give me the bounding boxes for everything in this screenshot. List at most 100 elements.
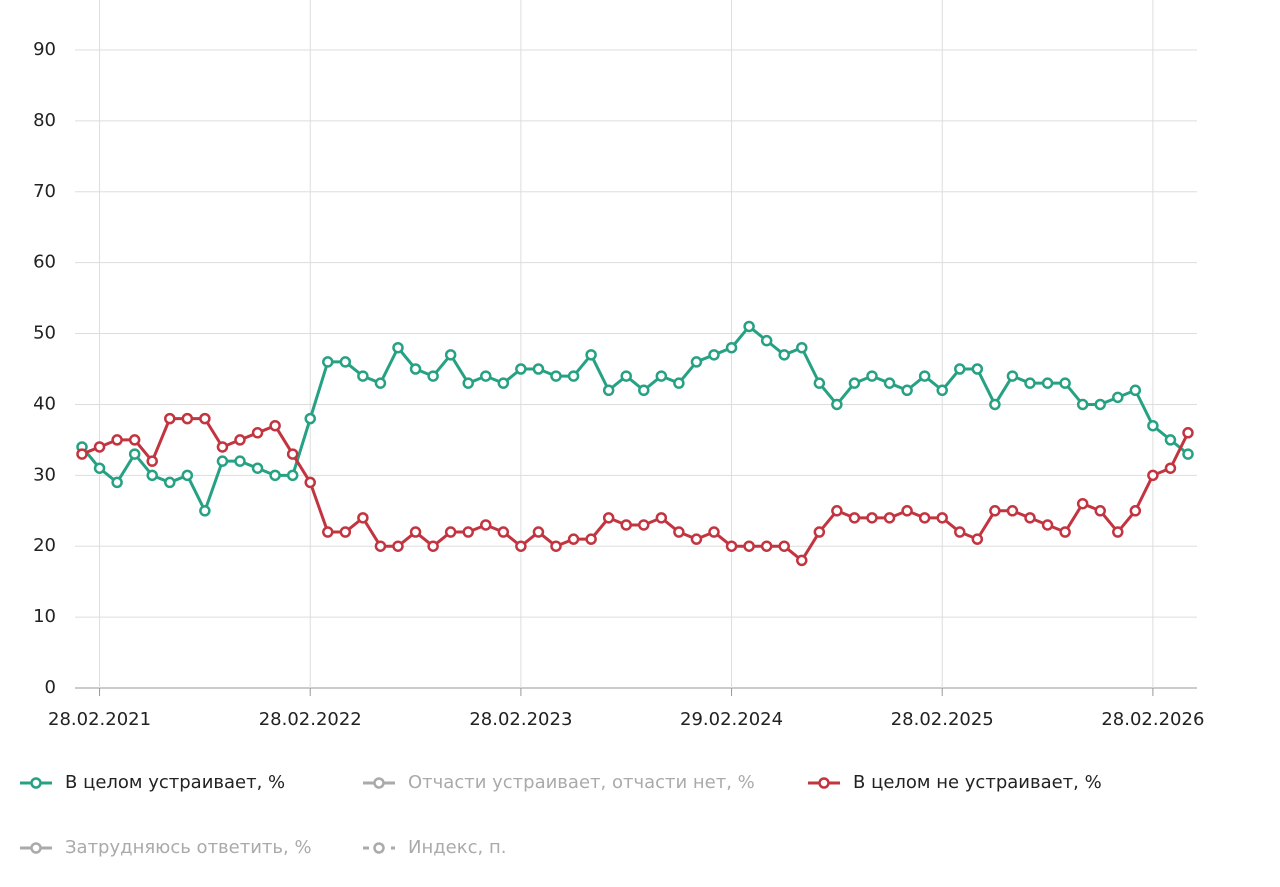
point xyxy=(1147,419,1159,432)
legend-item[interactable]: Отчасти устраивает, отчасти нет, % xyxy=(363,772,755,793)
y-tick-label: 90 xyxy=(33,39,56,60)
legend-label: В целом устраивает, % xyxy=(65,772,285,793)
point xyxy=(128,448,141,460)
point xyxy=(620,519,632,531)
y-tick-label: 50 xyxy=(33,323,56,344)
legend-label: Индекс, п. xyxy=(408,837,506,858)
point xyxy=(199,412,211,425)
point xyxy=(304,412,316,425)
point xyxy=(251,462,264,474)
legend-marker xyxy=(818,777,830,789)
point xyxy=(567,533,580,545)
y-tick-label: 10 xyxy=(33,606,56,627)
x-tick-label: 28.02.2022 xyxy=(259,709,362,730)
point xyxy=(848,512,861,524)
point xyxy=(1147,469,1159,482)
point xyxy=(1041,519,1054,531)
point xyxy=(690,356,703,368)
point xyxy=(339,526,352,538)
legend-item[interactable]: Индекс, п. xyxy=(363,837,506,858)
point xyxy=(725,540,738,552)
legend-label: В целом не устраивает, % xyxy=(853,772,1102,793)
point xyxy=(216,455,229,467)
legend-item[interactable]: В целом не устраивает, % xyxy=(808,772,1102,793)
point xyxy=(918,512,931,524)
point xyxy=(128,434,141,446)
point xyxy=(743,540,755,552)
point xyxy=(602,512,615,524)
x-tick-label: 28.02.2023 xyxy=(469,709,572,730)
y-tick-label: 0 xyxy=(45,677,56,698)
point xyxy=(1059,526,1071,538)
point xyxy=(497,526,510,538)
point xyxy=(725,341,738,354)
point xyxy=(971,363,984,375)
legend-item[interactable]: В целом устраивает, % xyxy=(20,772,285,793)
series xyxy=(76,320,1194,517)
point xyxy=(164,412,176,425)
point xyxy=(146,469,158,482)
point xyxy=(515,363,527,375)
point xyxy=(936,512,948,524)
point xyxy=(286,448,299,460)
point xyxy=(848,377,861,389)
point xyxy=(673,526,685,538)
legend-item[interactable]: Затрудняюсь ответить, % xyxy=(20,837,312,858)
point xyxy=(831,505,843,517)
x-tick-label: 28.02.2025 xyxy=(891,709,994,730)
point xyxy=(374,540,387,552)
legend-marker xyxy=(30,777,42,789)
point xyxy=(813,377,826,389)
point xyxy=(93,441,106,453)
point xyxy=(1006,370,1019,382)
point xyxy=(866,370,878,382)
point xyxy=(550,540,562,552)
point xyxy=(655,370,668,382)
point xyxy=(1006,505,1019,517)
y-tick-label: 40 xyxy=(33,393,56,414)
point xyxy=(1094,505,1106,517)
point xyxy=(427,540,439,552)
series-line xyxy=(80,324,1189,513)
point xyxy=(585,349,597,361)
point xyxy=(1129,505,1142,517)
point xyxy=(181,412,194,425)
point xyxy=(760,334,773,347)
point xyxy=(585,533,597,545)
point xyxy=(339,356,352,368)
x-tick-label: 28.02.2021 xyxy=(48,709,151,730)
point xyxy=(234,434,246,446)
point xyxy=(1164,434,1177,446)
point xyxy=(901,505,913,517)
point xyxy=(602,384,615,397)
point xyxy=(1076,398,1089,411)
point xyxy=(1182,448,1194,460)
point xyxy=(778,540,790,552)
point xyxy=(866,512,878,524)
legend-label: Отчасти устраивает, отчасти нет, % xyxy=(408,772,755,793)
point xyxy=(1129,384,1142,397)
legend-marker xyxy=(373,777,385,789)
x-tick-label: 28.02.2026 xyxy=(1101,709,1204,730)
point xyxy=(620,370,632,382)
point xyxy=(409,526,422,538)
point xyxy=(638,519,650,531)
point xyxy=(1076,497,1089,510)
point xyxy=(918,370,931,382)
point xyxy=(392,341,404,354)
point xyxy=(989,505,1001,517)
point xyxy=(444,526,457,538)
point xyxy=(831,398,843,411)
point xyxy=(1164,462,1177,474)
point xyxy=(146,455,158,467)
point xyxy=(462,526,474,538)
point xyxy=(497,377,510,389)
point xyxy=(392,540,404,552)
legend-marker xyxy=(30,842,42,854)
point xyxy=(796,341,808,354)
point xyxy=(690,533,703,545)
point xyxy=(813,526,826,538)
point xyxy=(322,356,334,368)
point xyxy=(936,384,948,397)
y-tick-label: 60 xyxy=(33,252,56,273)
